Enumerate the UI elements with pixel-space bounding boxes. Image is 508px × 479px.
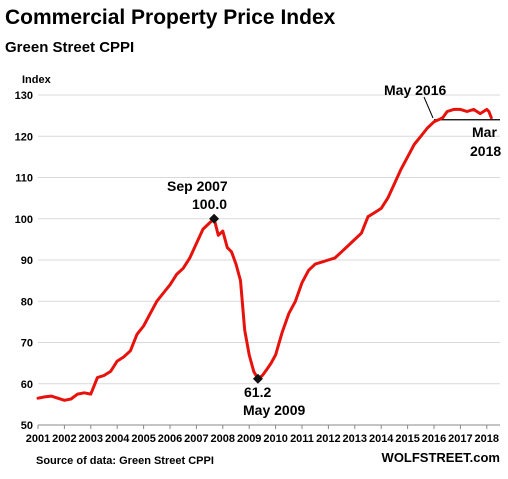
annotation-trough-date: May 2009 [243, 402, 305, 418]
annotation-mar-2018-line2: 2018 [470, 143, 501, 159]
brand-label: WOLFSTREET.com [382, 450, 500, 465]
x-tick-label: 2013 [343, 433, 367, 445]
x-tick-label: 2006 [158, 433, 182, 445]
data-point-marker [209, 213, 220, 224]
y-tick-label: 50 [21, 420, 33, 432]
annotation-peak-date: Sep 2007 [167, 178, 228, 194]
x-tick-label: 2005 [131, 433, 155, 445]
gridlines [38, 94, 500, 385]
annotation-mar-2018-line1: Mar [472, 124, 497, 140]
x-tick-label: 2012 [316, 433, 340, 445]
annotation-trough-value: 61.2 [244, 384, 271, 400]
chart-subtitle: Green Street CPPI [5, 39, 134, 56]
y-tick-label: 90 [21, 255, 33, 267]
y-tick-label: 100 [15, 214, 33, 226]
x-tick-label: 2004 [105, 433, 130, 445]
x-tick-label: 2014 [369, 433, 394, 445]
x-tick-label: 2003 [79, 433, 103, 445]
x-tick-label: 2015 [395, 433, 419, 445]
x-tick-label: 2009 [237, 433, 261, 445]
y-tick-label: 60 [21, 379, 33, 391]
y-tick-label: 120 [15, 131, 33, 143]
annotation-may-2016: May 2016 [384, 82, 446, 98]
x-tick-label: 2016 [422, 433, 446, 445]
series-group [36, 107, 493, 402]
x-tick-label: 2017 [448, 433, 472, 445]
source-note: Source of data: Green Street CPPI [36, 455, 214, 467]
series-line [36, 107, 493, 402]
chart-title: Commercial Property Price Index [5, 6, 336, 29]
markers-group [209, 213, 263, 384]
x-tick-label: 2011 [290, 433, 314, 445]
y-tick-label: 110 [15, 173, 33, 185]
x-axis-ticks: 2001 2002 2003 2004 2005 2006 2007 2008 2009 2010… [26, 425, 499, 445]
x-tick-label: 2007 [184, 433, 208, 445]
y-axis-label: Index [22, 74, 52, 86]
x-tick-label: 2002 [52, 433, 76, 445]
annotation-peak-value: 100.0 [192, 196, 227, 212]
x-tick-label: 2008 [211, 433, 235, 445]
annotation-leader-line [423, 96, 434, 119]
x-tick-label: 2010 [263, 433, 287, 445]
y-tick-label: 130 [15, 90, 33, 102]
x-tick-label: 2001 [26, 433, 50, 445]
y-tick-label: 80 [21, 296, 33, 308]
data-point-marker [252, 373, 263, 384]
y-tick-label: 70 [21, 338, 33, 350]
x-tick-label: 2018 [475, 433, 499, 445]
y-axis-ticks: 50 60 70 80 90 100 110 120 130 [15, 90, 33, 432]
